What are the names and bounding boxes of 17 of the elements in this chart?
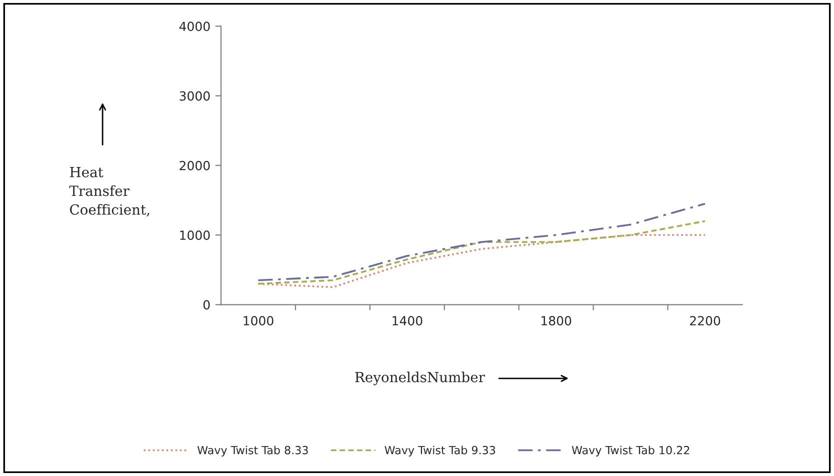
x-tick-label: 2200 (690, 316, 720, 326)
y-tick-label: 0 (203, 300, 210, 310)
line-series (257, 220, 706, 285)
y-tick-label: 1000 (180, 230, 210, 240)
y-tick-label: 4000 (179, 22, 210, 32)
x-tick-label: 1000 (244, 316, 274, 326)
y-tick-label: 2000 (180, 160, 210, 170)
y-tick-label: 3000 (180, 91, 210, 101)
legend-label: Wavy Twist Tab 10.22 (572, 446, 690, 456)
line-series (257, 202, 706, 282)
x-tick-label: 1800 (542, 316, 572, 326)
legend-label: Wavy Twist Tab 8.33 (197, 446, 308, 456)
y-axis-title: Heat Transfer Coefficient, (69, 167, 150, 216)
legend-label: Wavy Twist Tab 9.33 (384, 446, 496, 456)
x-axis-title: ReyoneldsNumber (355, 372, 485, 386)
line-series (257, 234, 706, 288)
x-tick-label: 1400 (392, 316, 422, 326)
